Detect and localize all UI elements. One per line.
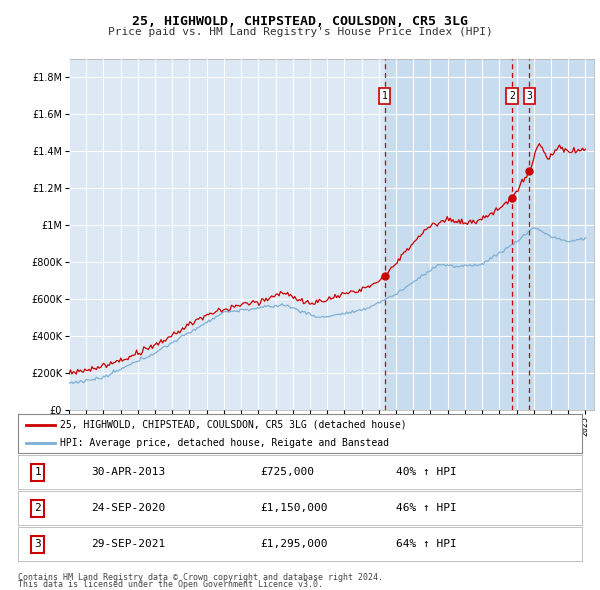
Text: 24-SEP-2020: 24-SEP-2020 <box>91 503 166 513</box>
Text: Price paid vs. HM Land Registry's House Price Index (HPI): Price paid vs. HM Land Registry's House … <box>107 27 493 37</box>
Text: 2: 2 <box>34 503 41 513</box>
Text: £1,295,000: £1,295,000 <box>260 539 328 549</box>
Text: This data is licensed under the Open Government Licence v3.0.: This data is licensed under the Open Gov… <box>18 580 323 589</box>
Text: 46% ↑ HPI: 46% ↑ HPI <box>396 503 457 513</box>
Text: 30-APR-2013: 30-APR-2013 <box>91 467 166 477</box>
Text: 40% ↑ HPI: 40% ↑ HPI <box>396 467 457 477</box>
Text: £725,000: £725,000 <box>260 467 314 477</box>
Bar <box>385 59 594 410</box>
Text: Contains HM Land Registry data © Crown copyright and database right 2024.: Contains HM Land Registry data © Crown c… <box>18 573 383 582</box>
Text: 3: 3 <box>527 91 532 101</box>
Text: 64% ↑ HPI: 64% ↑ HPI <box>396 539 457 549</box>
Text: 2: 2 <box>509 91 515 101</box>
Text: 25, HIGHWOLD, CHIPSTEAD, COULSDON, CR5 3LG: 25, HIGHWOLD, CHIPSTEAD, COULSDON, CR5 3… <box>132 15 468 28</box>
Text: HPI: Average price, detached house, Reigate and Banstead: HPI: Average price, detached house, Reig… <box>60 438 389 448</box>
Text: £1,150,000: £1,150,000 <box>260 503 328 513</box>
Text: 3: 3 <box>34 539 41 549</box>
Text: 1: 1 <box>34 467 41 477</box>
Text: 1: 1 <box>382 91 388 101</box>
Text: 29-SEP-2021: 29-SEP-2021 <box>91 539 166 549</box>
Text: 25, HIGHWOLD, CHIPSTEAD, COULSDON, CR5 3LG (detached house): 25, HIGHWOLD, CHIPSTEAD, COULSDON, CR5 3… <box>60 419 407 430</box>
